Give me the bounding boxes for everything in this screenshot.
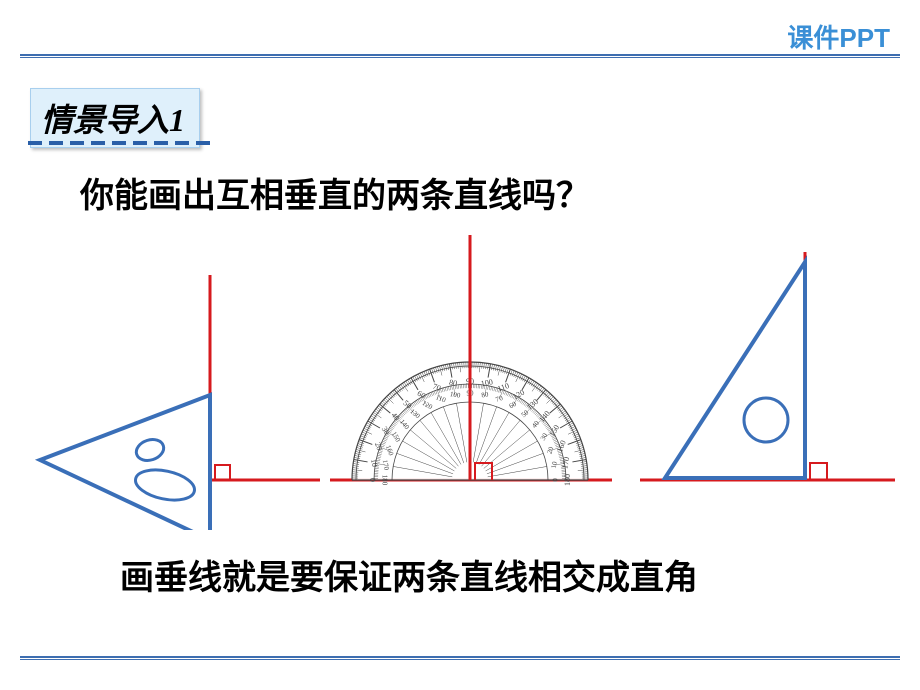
svg-text:80: 80 [448,378,457,388]
conclusion-text: 画垂线就是要保证两条直线相交成直角 [120,550,698,599]
section-badge: 情景导入1 [30,88,200,148]
header-label: 课件PPT [787,18,890,55]
svg-text:10: 10 [369,458,379,467]
figures: 0180101702016030150401405013060120701108… [0,180,920,530]
top-divider [20,54,900,58]
dash-underline [28,140,218,146]
bottom-divider [20,656,900,660]
